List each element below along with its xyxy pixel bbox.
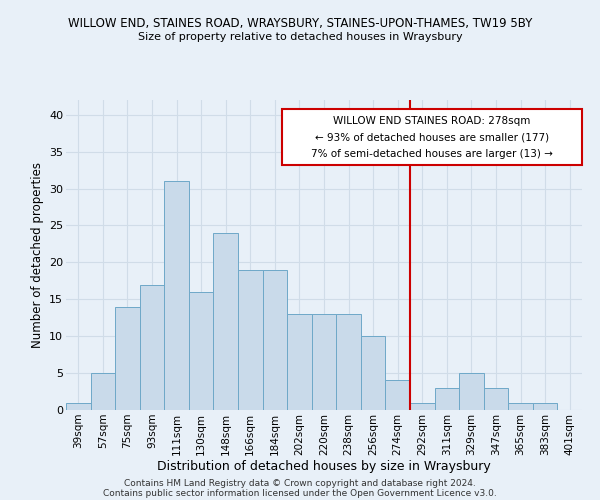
Text: WILLOW END STAINES ROAD: 278sqm: WILLOW END STAINES ROAD: 278sqm [334,116,531,126]
Text: WILLOW END, STAINES ROAD, WRAYSBURY, STAINES-UPON-THAMES, TW19 5BY: WILLOW END, STAINES ROAD, WRAYSBURY, STA… [68,18,532,30]
Bar [287,314,312,410]
Bar [385,380,410,410]
Text: Contains public sector information licensed under the Open Government Licence v3: Contains public sector information licen… [103,488,497,498]
Bar [410,402,434,410]
Y-axis label: Number of detached properties: Number of detached properties [31,162,44,348]
Bar [312,314,336,410]
FancyBboxPatch shape [282,109,582,165]
Text: Contains HM Land Registry data © Crown copyright and database right 2024.: Contains HM Land Registry data © Crown c… [124,478,476,488]
Bar [140,284,164,410]
Bar [361,336,385,410]
Bar [434,388,459,410]
X-axis label: Distribution of detached houses by size in Wraysbury: Distribution of detached houses by size … [157,460,491,473]
Bar [263,270,287,410]
Text: ← 93% of detached houses are smaller (177): ← 93% of detached houses are smaller (17… [315,132,549,142]
Bar [115,306,140,410]
Bar [91,373,115,410]
Bar [164,181,189,410]
Bar [336,314,361,410]
Bar [214,233,238,410]
Text: Size of property relative to detached houses in Wraysbury: Size of property relative to detached ho… [137,32,463,42]
Bar [484,388,508,410]
Bar [508,402,533,410]
Bar [533,402,557,410]
Text: 7% of semi-detached houses are larger (13) →: 7% of semi-detached houses are larger (1… [311,148,553,158]
Bar [238,270,263,410]
Bar [66,402,91,410]
Bar [459,373,484,410]
Bar [189,292,214,410]
